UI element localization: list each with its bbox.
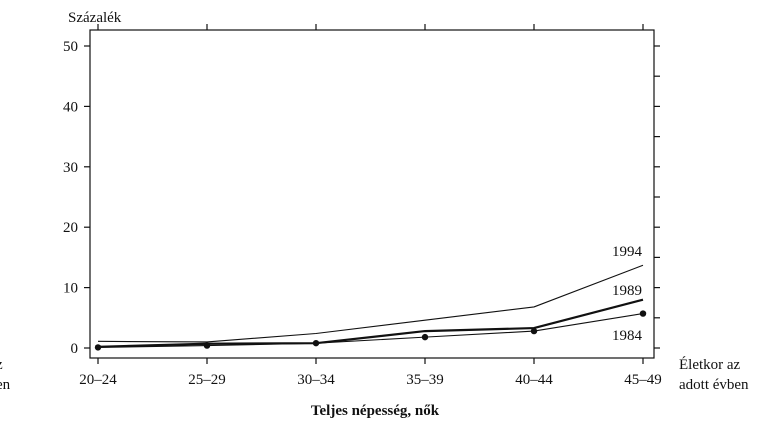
series-point-1984 [203,342,211,349]
y-tick-label: 50 [63,39,78,55]
series-label-1989: 1989 [612,283,642,299]
series-line-1989 [97,298,644,348]
x-axis-title-line-2: adott évben [679,377,749,393]
series-line-1984 [97,313,644,348]
series-label-1994: 1994 [612,244,643,260]
series-point-1984 [530,327,538,335]
series-point-1984 [94,344,102,351]
series-layer [94,264,647,351]
x-tick-label: 30–34 [297,372,335,388]
tick-labels: 0 10 20 30 40 50 20–24 25–29 30–34 35–39 40–44 45–4… [63,39,662,388]
y-axis-title: Százalék [68,10,122,26]
x-tick-label: 40–44 [515,372,553,388]
series-point-1984 [421,333,429,341]
series-point-1984 [312,339,320,347]
x-axis-title-line-1: Életkor az [679,356,741,373]
series-labels: 1994 1989 1984 [612,244,643,344]
y-tick-label: 40 [63,99,78,115]
series-point-1984 [639,310,647,317]
chart-subtitle: Teljes népesség, nők [311,403,440,419]
series-label-1984: 1984 [612,328,643,344]
x-tick-label: 25–29 [188,372,226,388]
x-tick-label: 20–24 [79,372,117,388]
axis-ticks [84,24,660,364]
y-tick-label: 10 [63,281,78,297]
x-tick-label: 35–39 [406,372,444,388]
y-tick-label: 0 [71,341,79,357]
x-tick-label: 45–49 [624,372,662,388]
y-tick-label: 20 [63,220,78,236]
plot-frame [89,29,655,359]
y-tick-label: 30 [63,160,78,176]
left-fragment-line-1: z [0,357,3,373]
plot-border [89,29,655,359]
series-line-1994 [97,264,644,343]
left-fragment-line-2: en [0,377,11,393]
